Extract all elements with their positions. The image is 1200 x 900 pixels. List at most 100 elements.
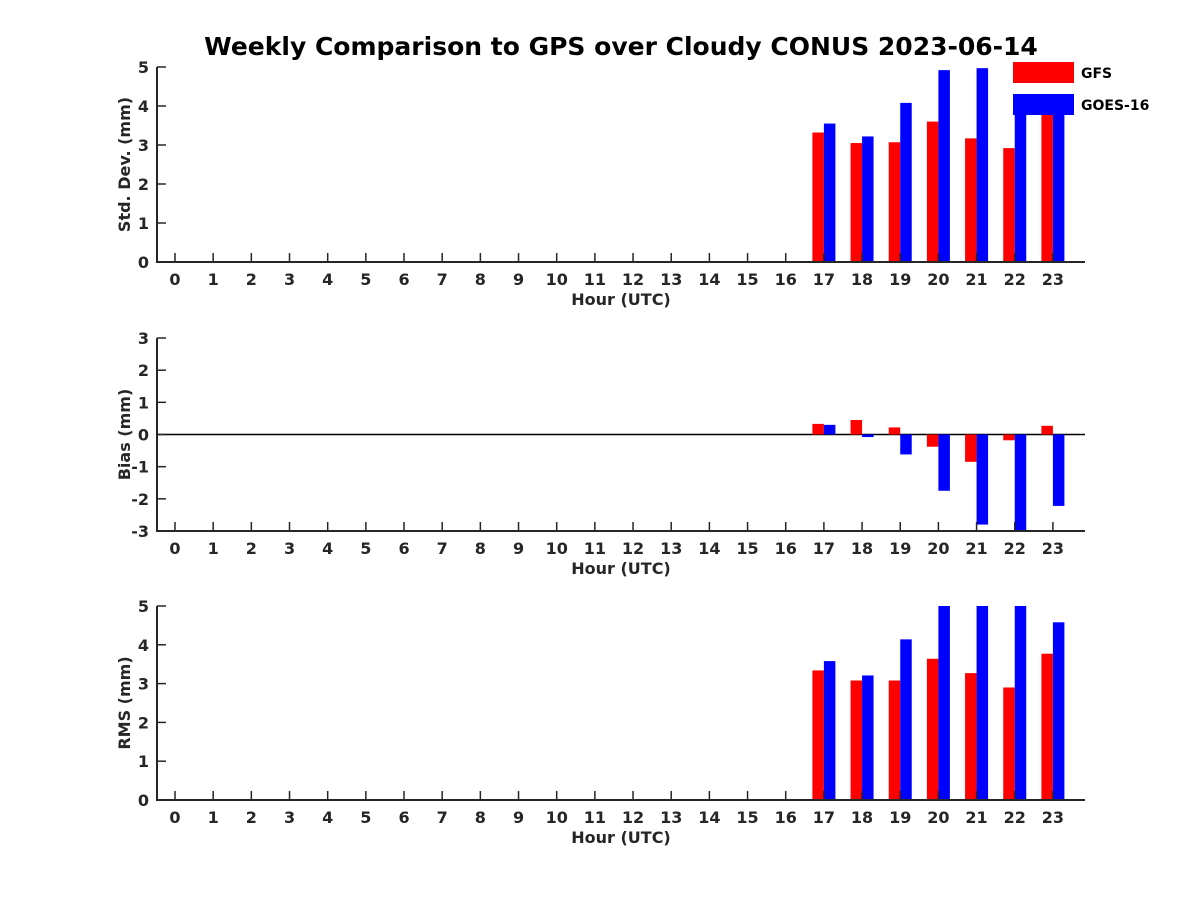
y-tick-label: 1 (138, 214, 149, 233)
bar-goes16-hour-21 (976, 606, 989, 800)
x-tick-label: 3 (284, 270, 295, 289)
y-tick-label: 2 (138, 361, 149, 380)
x-tick-label: 4 (322, 270, 333, 289)
bar-goes16-hour-21 (976, 68, 989, 262)
bar-goes16-hour-20 (938, 70, 950, 263)
x-tick-label: 15 (736, 808, 758, 827)
bar-gfs-hour-21 (965, 434, 977, 462)
x-tick-label: 19 (889, 539, 911, 558)
x-tick-label: 22 (1004, 270, 1026, 289)
bar-gfs-hour-18 (850, 143, 863, 262)
bar-goes16-hour-17 (823, 123, 836, 262)
x-tick-label: 6 (398, 808, 409, 827)
x-tick-label: 18 (851, 539, 873, 558)
x-tick-label: 15 (736, 270, 758, 289)
y-tick-label: -3 (131, 522, 149, 541)
bar-goes16-hour-19 (900, 639, 912, 800)
x-tick-label: 0 (169, 270, 180, 289)
x-axis-label: Hour (UTC) (571, 290, 671, 309)
x-tick-label: 23 (1042, 539, 1064, 558)
bar-gfs-hour-22 (1003, 687, 1015, 800)
x-tick-label: 10 (546, 270, 568, 289)
bar-goes16-hour-19 (900, 102, 912, 262)
x-tick-label: 2 (246, 270, 257, 289)
x-tick-label: 13 (660, 270, 682, 289)
x-tick-label: 1 (208, 808, 219, 827)
x-tick-label: 16 (775, 539, 797, 558)
x-tick-label: 4 (322, 808, 333, 827)
x-tick-label: 12 (622, 808, 644, 827)
bar-goes16-hour-23 (1052, 109, 1065, 263)
x-tick-label: 5 (360, 270, 371, 289)
y-tick-label: 2 (138, 175, 149, 194)
x-tick-label: 1 (208, 539, 219, 558)
y-tick-label: 5 (138, 597, 149, 616)
bar-goes16-hour-20 (938, 606, 950, 800)
bar-goes16-hour-22 (1014, 113, 1027, 262)
x-tick-label: 22 (1004, 808, 1026, 827)
bar-gfs-hour-23 (1041, 425, 1053, 435)
x-tick-label: 5 (360, 808, 371, 827)
x-tick-label: 17 (813, 539, 835, 558)
bar-goes16-hour-18 (862, 136, 874, 262)
x-tick-label: 20 (927, 270, 949, 289)
bar-gfs-hour-19 (888, 680, 901, 800)
x-tick-label: 5 (360, 539, 371, 558)
bar-goes16-hour-23 (1052, 622, 1065, 800)
bar-goes16-hour-18 (862, 434, 874, 438)
x-tick-label: 2 (246, 539, 257, 558)
x-tick-label: 8 (475, 539, 486, 558)
x-tick-label: 7 (437, 270, 448, 289)
bar-gfs-hour-18 (850, 680, 863, 800)
x-tick-label: 23 (1042, 270, 1064, 289)
y-tick-label: 5 (138, 58, 149, 77)
y-tick-label: 2 (138, 713, 149, 732)
x-tick-label: 1 (208, 270, 219, 289)
x-tick-label: 9 (513, 808, 524, 827)
legend-swatch-gfs (1013, 62, 1074, 83)
x-tick-label: 19 (889, 808, 911, 827)
x-tick-label: 12 (622, 539, 644, 558)
bar-gfs-hour-20 (926, 658, 939, 800)
bar-gfs-hour-23 (1041, 113, 1053, 262)
bar-goes16-hour-22 (1014, 606, 1027, 800)
y-tick-label: 0 (138, 791, 149, 810)
y-tick-label: 0 (138, 253, 149, 272)
x-tick-label: 19 (889, 270, 911, 289)
y-tick-label: 3 (138, 675, 149, 694)
x-tick-label: 0 (169, 808, 180, 827)
y-tick-label: 4 (138, 97, 149, 116)
x-tick-label: 17 (813, 270, 835, 289)
bar-gfs-hour-20 (926, 434, 939, 447)
bar-gfs-hour-22 (1003, 434, 1015, 441)
bar-goes16-hour-17 (823, 424, 836, 435)
bar-goes16-hour-21 (976, 434, 989, 525)
y-tick-label: 3 (138, 329, 149, 348)
bar-gfs-hour-19 (888, 427, 901, 435)
x-tick-label: 10 (546, 539, 568, 558)
x-tick-label: 16 (775, 270, 797, 289)
bar-gfs-hour-21 (965, 138, 977, 262)
x-tick-label: 7 (437, 539, 448, 558)
bar-gfs-hour-19 (888, 142, 901, 262)
x-tick-label: 3 (284, 808, 295, 827)
x-tick-label: 14 (698, 808, 720, 827)
x-tick-label: 21 (965, 270, 987, 289)
x-tick-label: 23 (1042, 808, 1064, 827)
bar-goes16-hour-18 (862, 675, 874, 800)
x-tick-label: 14 (698, 539, 720, 558)
bar-goes16-hour-17 (823, 661, 836, 800)
x-tick-label: 21 (965, 808, 987, 827)
legend-label-goes16: GOES-16 (1081, 98, 1149, 114)
x-tick-label: 20 (927, 808, 949, 827)
x-tick-label: 11 (584, 539, 606, 558)
legend-swatch-goes16 (1013, 94, 1074, 115)
legend-label-gfs: GFS (1081, 66, 1112, 82)
x-axis-label: Hour (UTC) (571, 828, 671, 847)
x-tick-label: 0 (169, 539, 180, 558)
x-tick-label: 4 (322, 539, 333, 558)
x-tick-label: 20 (927, 539, 949, 558)
bar-gfs-hour-17 (812, 423, 824, 435)
